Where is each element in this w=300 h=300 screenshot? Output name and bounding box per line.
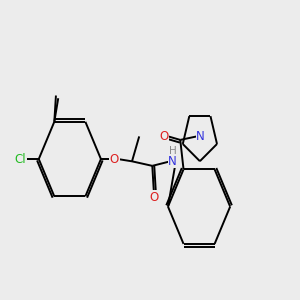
Text: O: O <box>110 153 119 166</box>
Text: N: N <box>196 130 205 143</box>
Text: O: O <box>159 130 169 143</box>
Text: Cl: Cl <box>14 153 26 166</box>
Text: O: O <box>150 191 159 204</box>
Text: H: H <box>169 146 176 156</box>
Text: N: N <box>168 155 177 168</box>
Text: N: N <box>196 130 205 143</box>
